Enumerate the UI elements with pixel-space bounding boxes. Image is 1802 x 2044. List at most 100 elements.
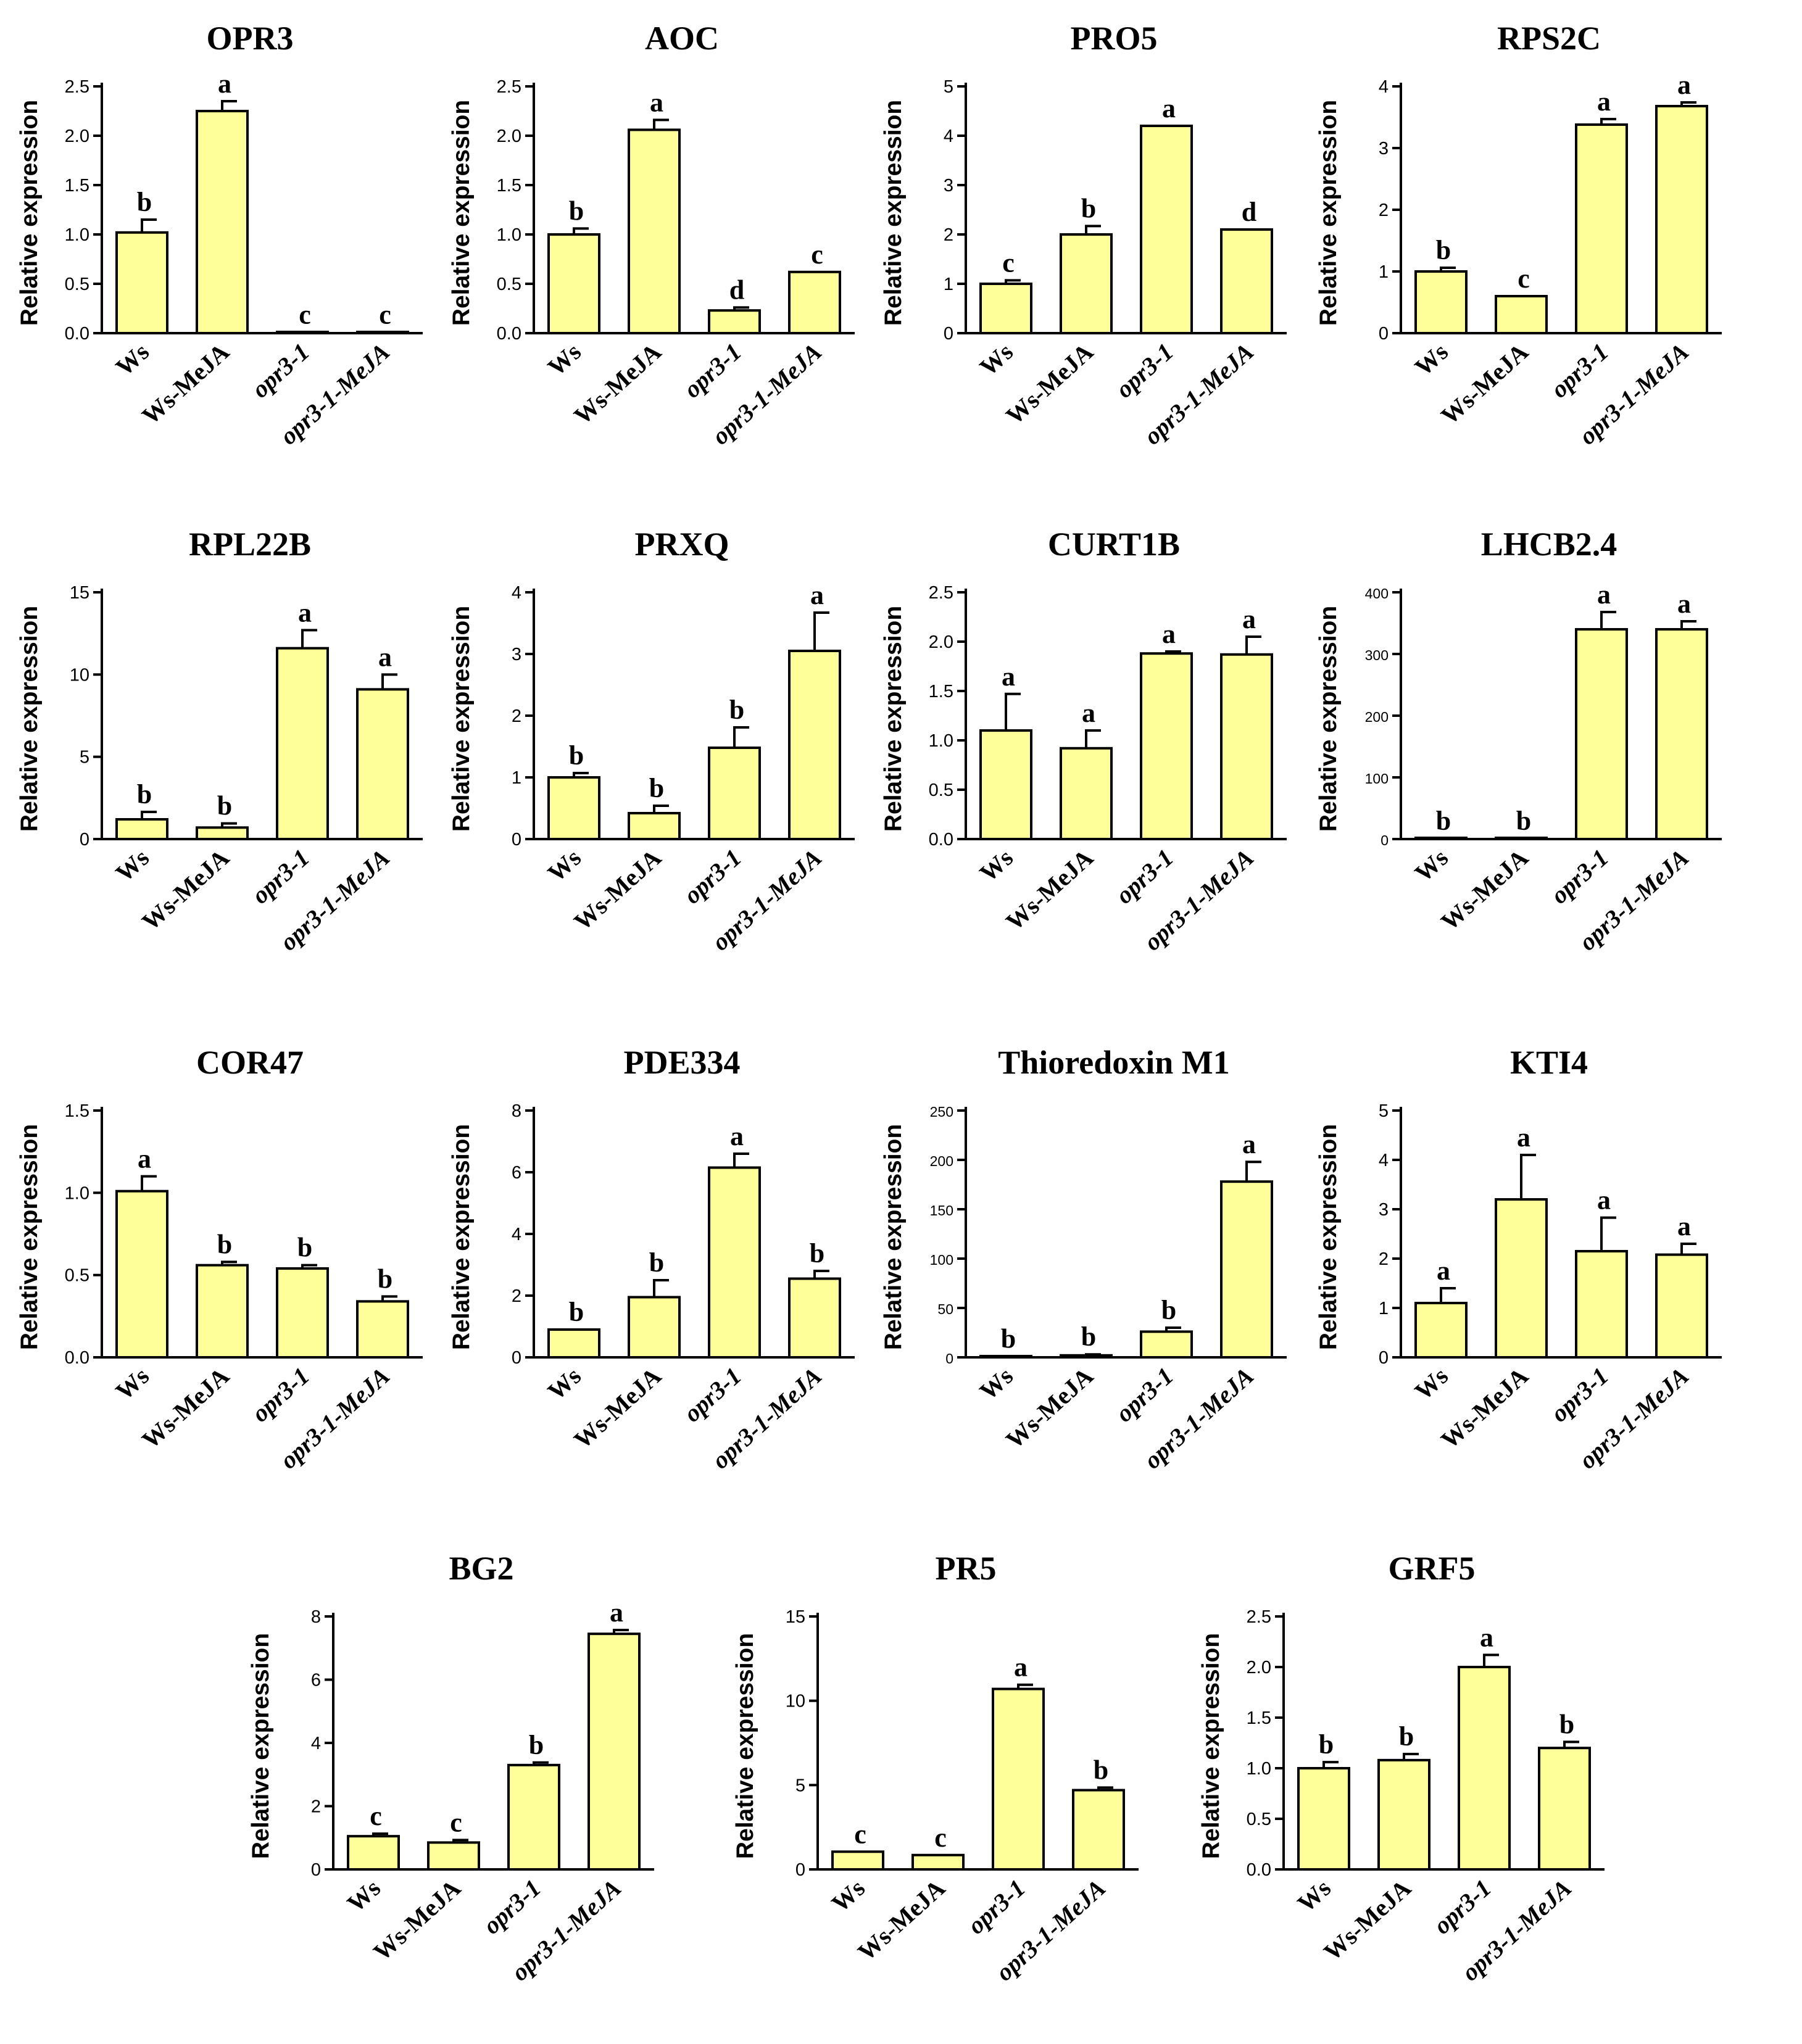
y-tick-label: 2 [1379,1249,1389,1269]
y-tick-label: 4 [1379,77,1389,97]
y-tick-label: 200 [1365,709,1389,725]
x-category-label: Ws [974,337,1018,381]
significance-letter: a [1677,70,1691,100]
significance-letter: b [1001,1323,1016,1354]
chart-title: LHCB2.4 [1481,526,1617,563]
significance-letter: c [1002,247,1015,278]
bar-ws [1414,837,1468,840]
y-tick-label: 4 [512,583,521,603]
y-axis-label: Relative expression [732,1633,758,1859]
chart-curt1b: CURT1B Relative expression 0.0 0.5 1.0 1.5 2.0… [880,526,1287,956]
significance-letter: a [1677,589,1691,619]
significance-letter: c [811,239,823,270]
x-category-label: opr3-1 [1110,843,1179,909]
bar-opr3-1-meja [356,1300,409,1359]
y-tick-label: 1 [1379,1299,1389,1318]
y-tick-label: 1.0 [497,225,521,245]
y-tick-label: 5 [795,1776,805,1795]
x-category-label: Ws [542,337,586,381]
significance-letter: b [810,1238,824,1268]
bar-opr3-1 [276,331,329,334]
y-tick-label: 2.0 [1247,1658,1271,1678]
y-tick-label: 15 [70,583,89,603]
chart-lhcb2-4: LHCB2.4 Relative expression 0 100 200 300 400 b… [1315,526,1722,956]
chart-title: GRF5 [1389,1550,1476,1587]
y-axis-label: Relative expression [880,1124,907,1350]
bar-opr3-1 [1140,652,1193,840]
x-category-label: opr3-1 [1110,337,1179,403]
significance-letter: b [137,187,152,217]
significance-letter: a [1480,1622,1493,1652]
significance-letter: a [1677,1211,1691,1241]
bar-opr3-1-meja [1220,653,1273,841]
chart-title: PR5 [936,1550,997,1587]
y-tick-label: 1 [512,768,521,788]
chart-bg2: BG2 Relative expression 0 2 4 6 8 c Ws c Ws-MeJA b o… [247,1550,654,1986]
x-category-label: Ws [542,1362,586,1405]
significance-letter: c [379,299,391,329]
significance-letter: b [649,1248,664,1278]
bar-opr3-1 [1458,1666,1511,1871]
y-tick-label: 0 [512,830,521,850]
bar-ws-meja [196,110,249,334]
bar-opr3-1-meja [1538,1747,1591,1871]
y-tick-label: 250 [930,1104,953,1120]
y-tick-label: 50 [937,1301,953,1317]
bar-ws [979,1355,1032,1359]
x-category-label: Ws [974,1362,1018,1405]
bar-opr3-1-meja [788,650,841,840]
significance-letter: c [934,1823,947,1853]
significance-letter: b [729,695,744,725]
x-category-label: Ws [1292,1874,1336,1918]
bar-opr3-1-meja [788,270,841,334]
y-tick-label: 1.5 [65,1101,89,1121]
significance-letter: a [610,1597,623,1628]
y-tick-label: 2.5 [65,77,89,97]
y-tick-label: 0 [795,1860,805,1880]
bar-ws [115,818,168,840]
y-tick-label: 0 [80,830,89,850]
bar-ws [547,776,600,840]
y-axis-label: Relative expression [1315,100,1342,326]
y-tick-label: 2 [1379,201,1389,220]
significance-letter: d [1242,197,1256,227]
y-tick-label: 2.5 [929,583,953,603]
bar-opr3-1-meja [1655,1253,1708,1359]
y-tick-label: 2.5 [1247,1607,1271,1627]
y-tick-label: 4 [1379,1151,1389,1170]
bar-opr3-1 [276,1267,329,1359]
y-tick-label: 1.0 [65,1183,89,1203]
significance-letter: b [1559,1709,1574,1739]
x-category-label: Ws-MeJA [368,1874,466,1966]
bar-ws-meja [628,812,681,840]
bar-ws-meja [1060,1354,1113,1359]
bar-opr3-1-meja [1655,628,1708,840]
x-category-label: Ws [1410,337,1453,381]
y-tick-label: 4 [944,126,953,146]
y-axis-label: Relative expression [1315,1124,1342,1350]
x-category-label: Ws-MeJA [1000,337,1098,429]
bar-ws-meja [1377,1758,1430,1871]
y-tick-label: 0.0 [65,1348,89,1368]
y-tick-label: 2 [944,225,953,245]
x-category-label: opr3-1 [1545,1362,1614,1427]
x-category-label: Ws-MeJA [1318,1874,1416,1966]
y-axis-label: Relative expression [448,606,475,832]
x-category-label: Ws-MeJA [1435,1362,1534,1454]
y-tick-label: 0 [944,324,953,344]
y-tick-label: 1.5 [929,682,953,701]
significance-letter: b [217,791,232,821]
significance-letter: a [1597,579,1611,610]
y-tick-label: 2 [512,706,521,726]
bar-ws-meja [911,1853,965,1871]
bar-ws-meja [196,1264,249,1359]
y-tick-label: 10 [70,665,89,685]
chart-opr3: OPR3 Relative expression 0.0 0.5 1.0 1.5 2.0 2.… [16,20,423,450]
bar-opr3-1-meja [356,688,409,841]
y-tick-label: 3 [944,176,953,196]
x-category-label: Ws-MeJA [1000,843,1098,935]
x-category-label: Ws [974,843,1018,887]
y-axis-label: Relative expression [16,606,43,832]
y-tick-label: 0 [1379,324,1389,344]
y-tick-label: 3 [512,645,521,664]
